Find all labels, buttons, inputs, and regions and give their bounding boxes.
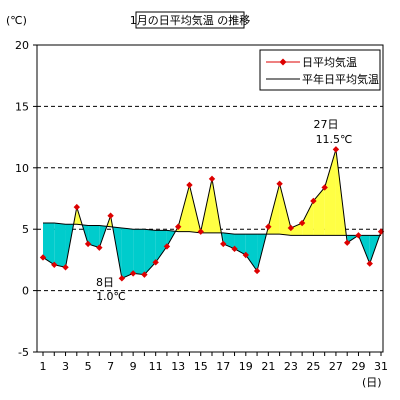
y-tick-label: 5 <box>22 223 29 236</box>
daily-temperature-point <box>321 184 328 191</box>
below-normal-fill <box>144 229 156 275</box>
annotation-min: 8日 1.0℃ <box>96 276 126 303</box>
annotation-max-day: 27日 <box>314 118 339 131</box>
below-normal-fill <box>245 234 258 271</box>
daily-temperature-point <box>231 245 238 253</box>
legend-daily-marker <box>279 58 287 66</box>
x-tick-label: 9 <box>130 360 137 373</box>
x-tick-label: 31 <box>374 360 388 373</box>
annotation-max-value: 11.5℃ <box>316 133 353 146</box>
y-axis-ticks: -5 0 5 10 15 20 <box>15 39 37 359</box>
daily-temperature-series <box>39 146 385 282</box>
daily-temperature-point <box>118 275 126 282</box>
daily-temperature-point <box>355 232 362 239</box>
legend-daily-label: 日平均気温 <box>302 55 357 69</box>
daily-temperature-point <box>84 240 92 248</box>
daily-temperature-point <box>220 240 227 248</box>
daily-temperature-point <box>366 260 373 267</box>
x-tick-label: 3 <box>62 360 69 373</box>
daily-temperature-point <box>265 223 272 230</box>
below-normal-fill <box>133 229 145 275</box>
x-tick-label: 27 <box>329 360 343 373</box>
legend-normal-label: 平年日平均気温 <box>302 72 379 86</box>
annotation-max: 27日 11.5℃ <box>314 118 353 146</box>
daily-temperature-point <box>73 203 80 211</box>
x-tick-label: 29 <box>351 360 365 373</box>
below-normal-fill <box>121 227 134 279</box>
y-tick-label: 10 <box>15 162 29 175</box>
x-axis-ticks: 1 3 5 7 9 11 13 15 17 19 21 23 25 27 29 31 <box>40 352 388 373</box>
annotation-min-day: 8日 <box>96 276 114 289</box>
daily-temperature-point <box>163 243 171 250</box>
daily-temperature-point <box>253 267 261 275</box>
x-tick-label: 25 <box>306 360 320 373</box>
daily-temperature-point <box>62 264 69 271</box>
daily-temperature-point <box>310 197 317 205</box>
chart-title-text: 1月の日平均気温 の推移 <box>130 13 251 27</box>
above-normal-fill <box>324 149 336 236</box>
x-tick-label: 19 <box>239 360 253 373</box>
above-normal-fill <box>313 187 325 236</box>
daily-temperature-point <box>344 239 351 246</box>
below-normal-fill <box>234 234 246 255</box>
annotation-min-value: 1.0℃ <box>96 290 126 303</box>
daily-temperature-point <box>152 259 159 266</box>
daily-temperature-point <box>186 181 193 189</box>
y-tick-label: 0 <box>22 285 29 298</box>
daily-temperature-point <box>208 175 216 183</box>
x-tick-label: 23 <box>284 360 298 373</box>
daily-temperature-point <box>276 180 283 187</box>
daily-temperature-point <box>175 223 182 230</box>
daily-temperature-point <box>298 219 306 227</box>
daily-temperature-point <box>107 212 114 219</box>
plot-frame <box>36 44 384 353</box>
x-tick-label: 13 <box>171 360 185 373</box>
normal-temperature-line <box>43 222 381 236</box>
chart-title: 1月の日平均気温 の推移 <box>130 11 251 29</box>
legend: 日平均気温 平年日平均気温 <box>259 49 381 91</box>
x-tick-label: 21 <box>261 360 275 373</box>
above-normal-fill <box>302 200 314 236</box>
y-tick-label: 20 <box>15 39 29 52</box>
normal-temperature-series <box>43 222 381 236</box>
x-tick-label: 17 <box>216 360 230 373</box>
daily-temperature-point <box>197 228 204 235</box>
x-tick-label: 11 <box>149 360 163 373</box>
below-normal-fill <box>88 225 100 248</box>
below-normal-fill <box>43 223 55 265</box>
y-tick-label: 15 <box>15 100 29 113</box>
daily-temperature-point <box>332 146 340 153</box>
above-normal-fill <box>290 223 303 236</box>
daily-temperature-point <box>141 271 148 278</box>
daily-temperature-point <box>96 244 103 251</box>
legend-box <box>259 49 381 91</box>
x-unit-label: (日) <box>362 376 382 389</box>
below-normal-fill <box>155 230 167 263</box>
daily-temperature-point <box>242 251 249 259</box>
x-tick-label: 7 <box>107 360 114 373</box>
y-tick-label: -5 <box>18 346 29 359</box>
below-normal-fill <box>54 223 66 268</box>
x-tick-label: 15 <box>194 360 208 373</box>
daily-temperature-point <box>39 254 47 261</box>
daily-temperature-point <box>129 270 137 277</box>
y-unit-label: (℃) <box>6 14 27 27</box>
x-tick-label: 1 <box>40 360 47 373</box>
daily-temperature-point <box>287 224 295 232</box>
x-tick-label: 5 <box>85 360 92 373</box>
daily-temperature-point <box>51 261 58 269</box>
